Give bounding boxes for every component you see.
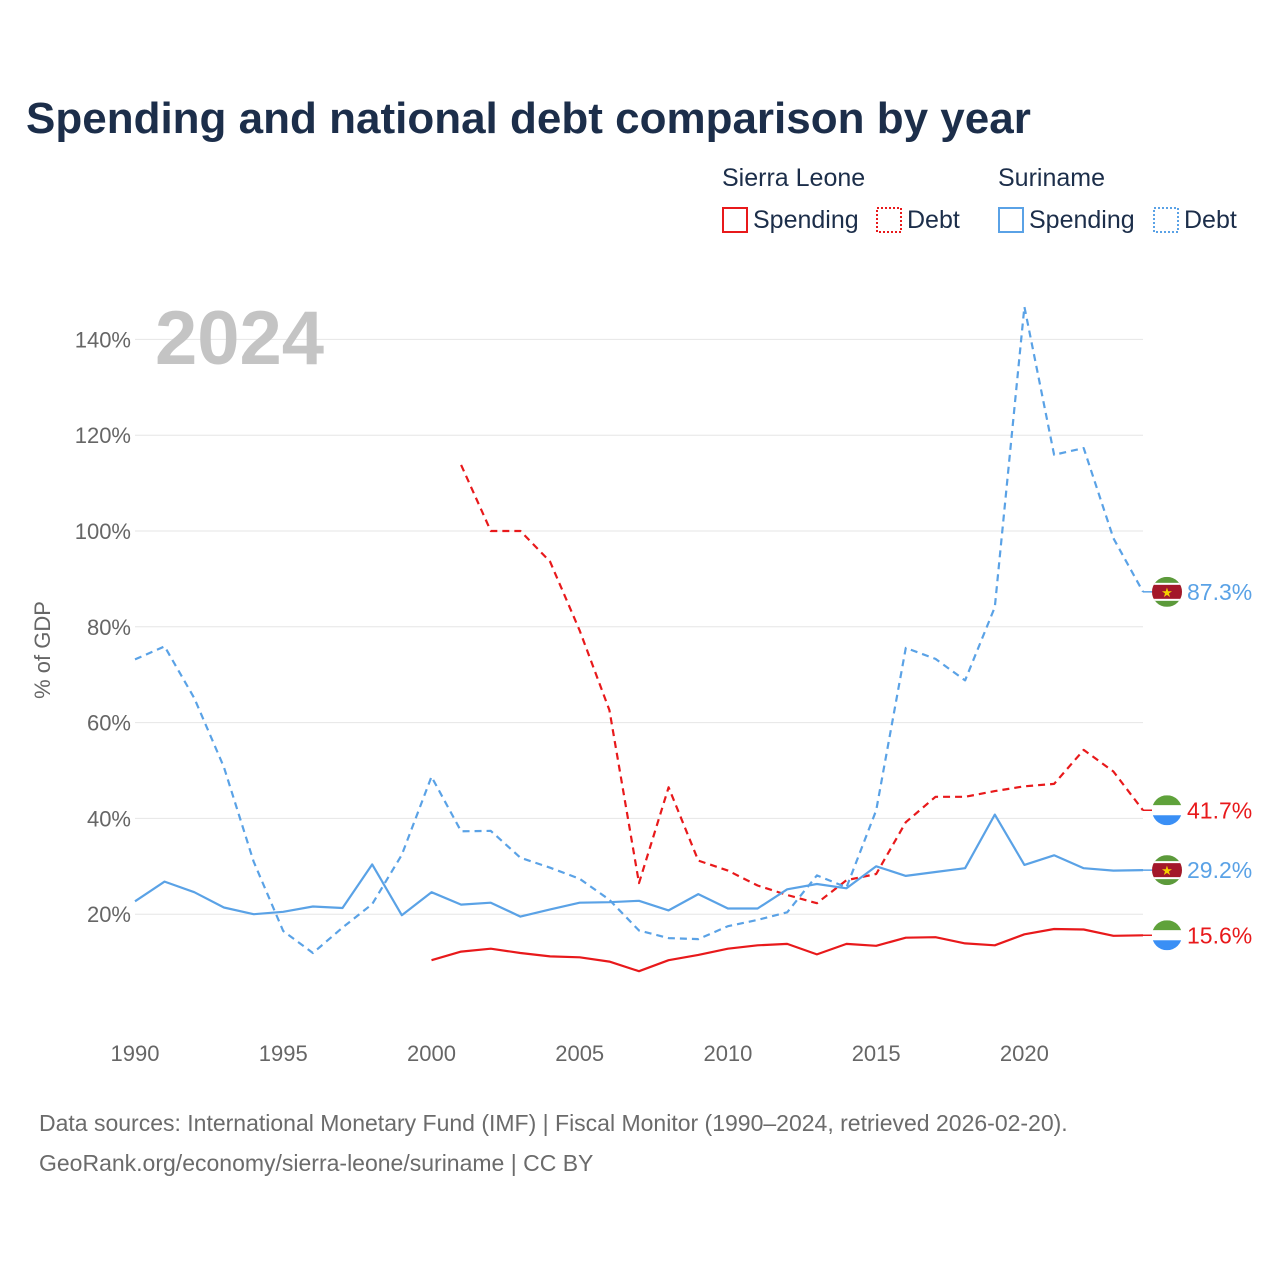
svg-text:★: ★ [1161, 585, 1173, 600]
line-sierra-leone-debt[interactable] [460, 464, 1144, 905]
flag-icon-sierra-leone-debt [1152, 795, 1182, 826]
legend-label-sierra-leone-spending: Spending [753, 206, 859, 234]
legend-swatch-sierra-leone-spending[interactable] [722, 207, 748, 233]
x-tick-label: 1990 [111, 1041, 160, 1066]
y-tick-label: 120% [75, 423, 131, 448]
x-tick-label: 2010 [703, 1041, 752, 1066]
legend-label-suriname-spending: Spending [1029, 206, 1135, 234]
legend-group-suriname: Suriname [998, 164, 1105, 192]
x-tick-label: 2020 [1000, 1041, 1049, 1066]
y-tick-label: 80% [87, 615, 131, 640]
chart-title: Spending and national debt comparison by… [26, 94, 1031, 143]
x-tick-label: 2000 [407, 1041, 456, 1066]
y-tick-label: 100% [75, 519, 131, 544]
y-tick-label: 20% [87, 902, 131, 927]
x-tick-label: 2015 [852, 1041, 901, 1066]
flag-icon-suriname-debt: ★ [1152, 576, 1182, 607]
flag-icon-sierra-leone-spending [1152, 920, 1182, 951]
y-tick-label: 40% [87, 806, 131, 831]
source-line-2: GeoRank.org/economy/sierra-leone/surinam… [39, 1150, 593, 1176]
source-line-1: Data sources: International Monetary Fun… [39, 1110, 1068, 1136]
end-label-suriname-debt: 87.3% [1187, 579, 1252, 605]
y-tick-label: 60% [87, 711, 131, 736]
gridlines [135, 338, 1143, 915]
y-tick-label: 140% [75, 327, 131, 352]
legend-group-sierra-leone: Sierra Leone [722, 164, 865, 192]
x-axis: 1990 1995 2000 2005 2010 2015 2020 [111, 1041, 1049, 1066]
end-markers: 15.6% 41.7% ★ 29.2% ★ 87.3% [1143, 576, 1252, 951]
x-tick-label: 2005 [555, 1041, 604, 1066]
legend-swatch-suriname-spending[interactable] [998, 207, 1024, 233]
x-tick-label: 1995 [259, 1041, 308, 1066]
end-label-suriname-spending: 29.2% [1187, 857, 1252, 883]
y-axis-label: % of GDP [30, 601, 55, 699]
series-lines [134, 305, 1144, 973]
flag-icon-suriname-spending: ★ [1152, 855, 1182, 886]
year-watermark: 2024 [155, 296, 324, 381]
line-sierra-leone-spending[interactable] [431, 927, 1144, 973]
legend-label-suriname-debt: Debt [1184, 206, 1237, 234]
end-label-sierra-leone-debt: 41.7% [1187, 797, 1252, 823]
legend-swatch-suriname-debt[interactable] [1153, 207, 1179, 233]
svg-text:★: ★ [1161, 863, 1173, 878]
y-axis: 20% 40% 60% 80% 100% 120% 140% [75, 327, 131, 927]
line-suriname-spending[interactable] [134, 813, 1144, 918]
legend: Sierra Leone Suriname Spending Debt Spen… [722, 164, 1237, 234]
line-suriname-debt[interactable] [134, 305, 1144, 955]
legend-label-sierra-leone-debt: Debt [907, 206, 960, 234]
end-label-sierra-leone-spending: 15.6% [1187, 922, 1252, 948]
legend-swatch-sierra-leone-debt[interactable] [876, 207, 902, 233]
